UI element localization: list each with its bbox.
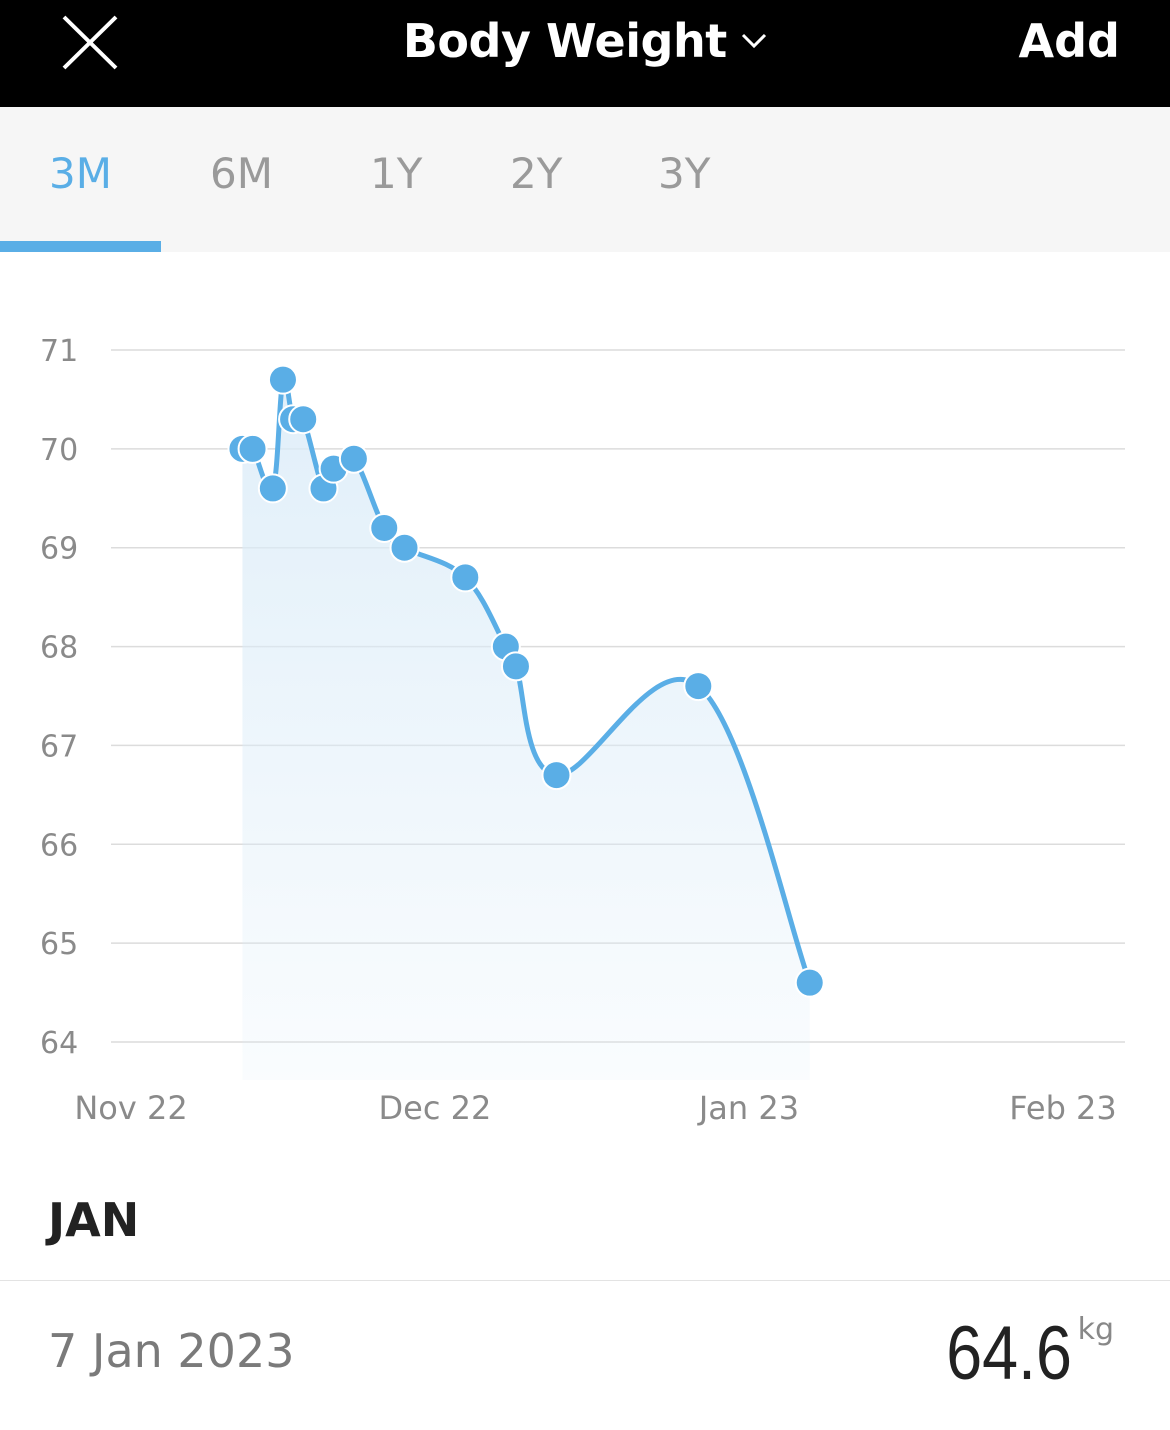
- y-tick-label: 66: [40, 828, 78, 863]
- x-tick-label: Dec 22: [379, 1089, 492, 1127]
- y-tick-label: 71: [40, 334, 78, 369]
- tab-3y[interactable]: 3Y: [658, 149, 711, 198]
- tab-2y[interactable]: 2Y: [510, 149, 563, 198]
- tab-6m[interactable]: 6M: [210, 149, 273, 198]
- data-point[interactable]: [257, 473, 288, 504]
- tab-3m[interactable]: 3M: [49, 149, 112, 198]
- data-point[interactable]: [450, 562, 481, 593]
- add-button[interactable]: Add: [1018, 14, 1120, 68]
- y-tick-label: 67: [40, 729, 78, 764]
- data-point[interactable]: [369, 512, 400, 543]
- entry-unit: kg: [1077, 1312, 1114, 1347]
- y-tick-label: 64: [40, 1026, 78, 1061]
- close-button[interactable]: [55, 10, 125, 80]
- close-icon: [62, 15, 118, 70]
- data-point[interactable]: [237, 433, 268, 464]
- y-tick-label: 68: [40, 631, 78, 666]
- range-tabs: 3M 6M 1Y 2Y 3Y: [0, 107, 1170, 252]
- data-point[interactable]: [794, 967, 825, 998]
- data-point[interactable]: [338, 443, 369, 474]
- page-title: Body Weight: [402, 14, 727, 68]
- x-tick-label: Feb 23: [1009, 1089, 1117, 1127]
- top-bar: Body Weight Add: [0, 0, 1170, 107]
- data-point[interactable]: [389, 532, 420, 563]
- metric-selector[interactable]: Body Weight: [0, 14, 1170, 68]
- y-tick-label: 69: [40, 532, 78, 567]
- data-point[interactable]: [500, 651, 531, 682]
- entry-date[interactable]: 7 Jan 2023: [48, 1324, 295, 1378]
- entry-value: 64.6: [946, 1311, 1072, 1396]
- x-tick-label: Nov 22: [74, 1089, 187, 1127]
- weight-chart: 71 70 69 68 67 66 65 64 Nov 22 Dec 22 Jan 23 Feb 23: [40, 334, 1125, 1127]
- month-heading: JAN: [48, 1193, 140, 1247]
- chevron-down-icon: [742, 33, 767, 49]
- y-tick-label: 70: [40, 433, 78, 468]
- data-point[interactable]: [288, 404, 319, 435]
- divider: [0, 1280, 1170, 1281]
- active-tab-indicator: [0, 241, 161, 252]
- x-tick-label: Jan 23: [697, 1089, 799, 1127]
- data-point[interactable]: [267, 364, 298, 395]
- y-tick-label: 65: [40, 927, 78, 962]
- data-point[interactable]: [541, 760, 572, 791]
- tab-1y[interactable]: 1Y: [370, 149, 423, 198]
- data-point[interactable]: [683, 671, 714, 702]
